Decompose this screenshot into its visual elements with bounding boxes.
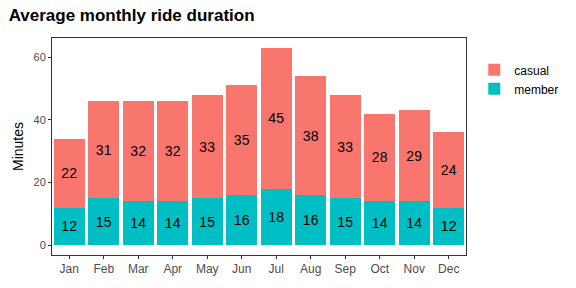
svg-text:45: 45 [268, 110, 284, 126]
svg-text:Average monthly ride duration: Average monthly ride duration [9, 6, 255, 25]
svg-text:15: 15 [199, 214, 215, 230]
svg-text:33: 33 [199, 139, 215, 155]
svg-text:Aug: Aug [300, 262, 321, 276]
svg-text:Jul: Jul [269, 262, 284, 276]
svg-text:Apr: Apr [163, 262, 182, 276]
svg-text:Jun: Jun [232, 262, 251, 276]
svg-text:member: member [514, 83, 558, 97]
svg-text:casual: casual [514, 64, 549, 78]
svg-text:29: 29 [406, 148, 422, 164]
svg-text:32: 32 [165, 143, 181, 159]
svg-text:Feb: Feb [93, 262, 114, 276]
svg-text:22: 22 [61, 165, 77, 181]
svg-text:May: May [196, 262, 219, 276]
svg-text:24: 24 [441, 162, 457, 178]
svg-text:28: 28 [372, 149, 388, 165]
svg-text:0: 0 [40, 239, 46, 251]
svg-text:Oct: Oct [370, 262, 389, 276]
svg-text:14: 14 [406, 215, 422, 231]
svg-text:32: 32 [130, 143, 146, 159]
svg-text:31: 31 [96, 142, 112, 158]
svg-text:20: 20 [34, 176, 46, 188]
svg-text:18: 18 [268, 209, 284, 225]
svg-text:60: 60 [34, 51, 46, 63]
svg-text:14: 14 [165, 215, 181, 231]
svg-text:14: 14 [130, 215, 146, 231]
svg-text:40: 40 [34, 114, 46, 126]
svg-text:Dec: Dec [438, 262, 459, 276]
svg-text:12: 12 [61, 218, 77, 234]
svg-text:Minutes: Minutes [10, 122, 26, 171]
svg-text:38: 38 [303, 128, 319, 144]
svg-text:Nov: Nov [404, 262, 425, 276]
svg-text:15: 15 [337, 214, 353, 230]
svg-text:33: 33 [337, 139, 353, 155]
svg-text:12: 12 [441, 218, 457, 234]
svg-text:Sep: Sep [335, 262, 357, 276]
svg-text:15: 15 [96, 214, 112, 230]
svg-text:Mar: Mar [128, 262, 149, 276]
svg-text:16: 16 [234, 212, 250, 228]
svg-text:Jan: Jan [60, 262, 79, 276]
svg-text:14: 14 [372, 215, 388, 231]
svg-text:35: 35 [234, 132, 250, 148]
svg-text:16: 16 [303, 212, 319, 228]
